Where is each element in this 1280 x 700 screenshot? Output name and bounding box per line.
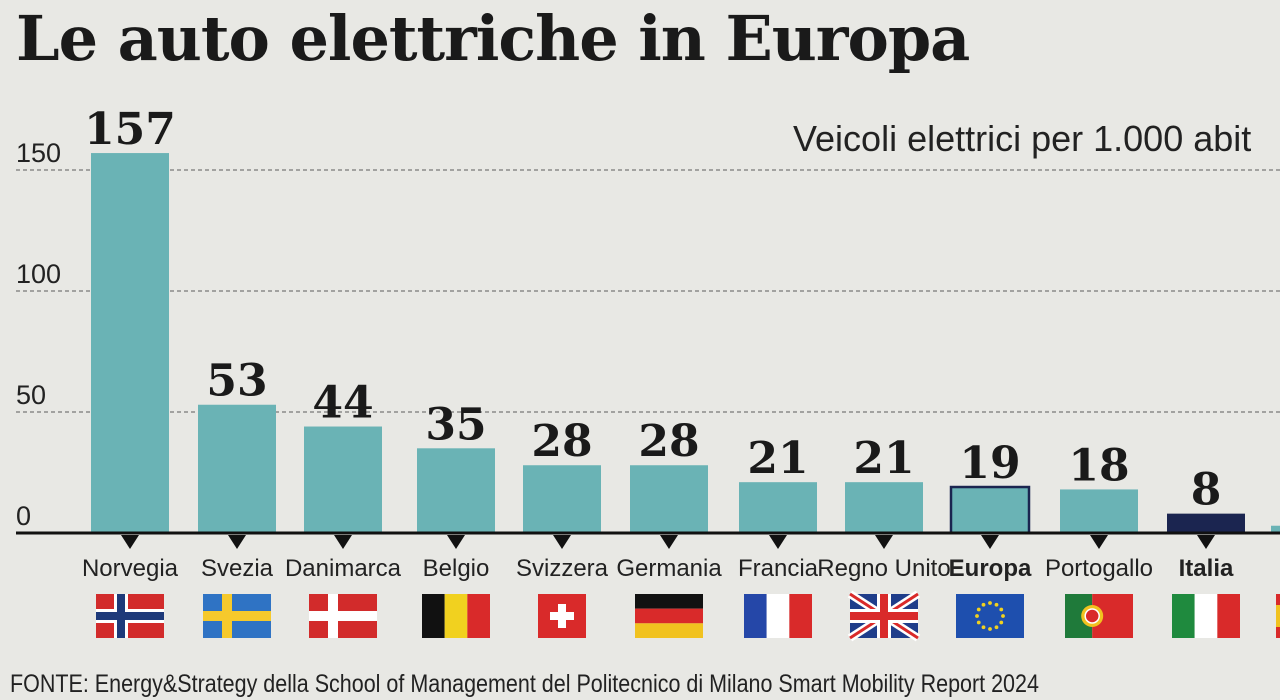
bar-germania <box>630 465 708 533</box>
axis-marker <box>447 535 465 549</box>
value-label: 157 <box>84 104 176 155</box>
bar-europa <box>949 485 1031 535</box>
bar-italia <box>1167 513 1245 533</box>
portugal-flag-icon <box>1065 594 1133 638</box>
axis-marker <box>334 535 352 549</box>
category-label: Europa <box>949 555 1032 582</box>
belgium-flag-icon <box>422 594 490 638</box>
switzerland-flag-icon <box>538 594 586 638</box>
axis-marker <box>769 535 787 549</box>
category-label: Regno Unito <box>817 555 950 582</box>
y-tick-label: 0 <box>16 501 31 531</box>
axis-marker <box>660 535 678 549</box>
axis-marker <box>1090 535 1108 549</box>
axis-marker <box>875 535 893 549</box>
sweden-flag-icon <box>203 594 271 638</box>
value-label: 53 <box>206 356 267 407</box>
value-label: 44 <box>312 378 373 429</box>
value-label: 28 <box>531 416 592 467</box>
value-label: 19 <box>959 438 1020 489</box>
eu-flag-icon <box>956 594 1024 638</box>
category-label: Norvegia <box>82 555 179 582</box>
spain-flag-icon <box>1276 594 1280 638</box>
value-label: 18 <box>1068 440 1129 491</box>
value-label: 28 <box>638 416 699 467</box>
bar-danimarca <box>304 426 382 533</box>
germany-flag-icon <box>635 594 703 638</box>
category-label: Portogallo <box>1045 555 1153 582</box>
norway-flag-icon <box>96 594 164 638</box>
bar-francia <box>739 482 817 533</box>
axis-marker <box>553 535 571 549</box>
value-label: 21 <box>853 433 914 484</box>
bar-svezia <box>198 404 276 533</box>
bar-next <box>1271 525 1280 533</box>
france-flag-icon <box>744 594 812 638</box>
uk-flag-icon <box>847 590 921 642</box>
value-label: 35 <box>425 399 486 450</box>
axis-marker <box>121 535 139 549</box>
value-label: 21 <box>747 433 808 484</box>
category-label: Svezia <box>201 555 274 582</box>
source-note: FONTE: Energy&Strategy della School of M… <box>10 670 1039 698</box>
denmark-flag-icon <box>309 594 377 638</box>
y-tick-label: 50 <box>16 380 46 410</box>
bar-regno-unito <box>845 482 923 533</box>
chart-title: Le auto elettriche in Europa <box>16 2 970 75</box>
bar-belgio <box>417 448 495 533</box>
bar-svizzera <box>523 465 601 533</box>
category-label: Italia <box>1179 555 1234 582</box>
category-label: Svizzera <box>516 555 609 582</box>
chart-subtitle: Veicoli elettrici per 1.000 abit <box>793 118 1252 159</box>
category-label: Germania <box>616 555 722 582</box>
axis-marker <box>228 535 246 549</box>
italy-flag-icon <box>1172 594 1240 638</box>
category-label: Francia <box>738 555 819 582</box>
value-label: 8 <box>1191 465 1222 516</box>
axis-marker <box>981 535 999 549</box>
axis-marker <box>1197 535 1215 549</box>
category-label: Danimarca <box>285 555 402 582</box>
y-tick-label: 150 <box>16 138 61 168</box>
category-label: Belgio <box>423 555 490 582</box>
bar-norvegia <box>91 153 169 533</box>
y-tick-label: 100 <box>16 259 61 289</box>
bar-portogallo <box>1060 489 1138 533</box>
